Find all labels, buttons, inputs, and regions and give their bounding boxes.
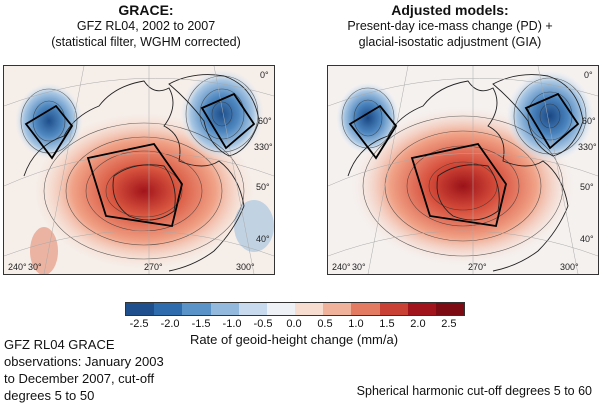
lat-label: 60° bbox=[582, 116, 596, 126]
colorbar-tick-label: -1.5 bbox=[191, 318, 211, 330]
adjusted-map-graphic bbox=[328, 66, 598, 274]
colorbar-tick-label: 2.5 bbox=[441, 318, 457, 330]
right-title-main: Adjusted models: bbox=[391, 2, 509, 18]
lat-label: 0° bbox=[584, 70, 593, 80]
colorbar-tick-label: 0.5 bbox=[317, 318, 333, 330]
lat-label: 40° bbox=[580, 234, 594, 244]
colorbar bbox=[125, 302, 465, 316]
lon-label: 240° bbox=[8, 262, 27, 272]
colorbar-tick-label: -0.5 bbox=[253, 318, 273, 330]
left-panel-title: GRACE: GFZ RL04, 2002 to 2007 (statistic… bbox=[0, 2, 292, 50]
lon-label: 300° bbox=[560, 262, 579, 272]
adjusted-models-map: 0° 60° 330° 50° 40° 240° 30° 270° 300° bbox=[327, 65, 599, 275]
left-subtitle-2: (statistical filter, WGHM corrected) bbox=[51, 35, 241, 49]
colorbar-swatch bbox=[182, 303, 211, 315]
colorbar-swatch bbox=[126, 303, 155, 315]
right-panel-title: Adjusted models: Present-day ice-mass ch… bbox=[300, 2, 600, 50]
lon-label: 300° bbox=[236, 262, 255, 272]
colorbar-swatch bbox=[295, 303, 324, 315]
lon-label: 30° bbox=[352, 262, 366, 272]
lon-label: 270° bbox=[468, 262, 487, 272]
right-subtitle-2: glacial-isostatic adjustment (GIA) bbox=[358, 35, 542, 49]
grace-map: 0° 60° 330° 50° 40° 240° 30° 270° 300° bbox=[3, 65, 275, 275]
right-subtitle-1: Present-day ice-mass change (PD) + bbox=[347, 19, 553, 33]
colorbar-swatch bbox=[238, 303, 267, 315]
colorbar-tick-label: -2.0 bbox=[160, 318, 180, 330]
lon-label: 30° bbox=[28, 262, 42, 272]
colorbar-swatch bbox=[351, 303, 380, 315]
lon-label: 270° bbox=[144, 262, 163, 272]
colorbar-tick-label: -1.0 bbox=[222, 318, 242, 330]
colorbar-swatch bbox=[435, 303, 465, 315]
colorbar-tick-label: 1.0 bbox=[348, 318, 364, 330]
lat-label: 50° bbox=[256, 182, 270, 192]
left-subtitle-1: GFZ RL04, 2002 to 2007 bbox=[76, 19, 216, 33]
colorbar-tick-label: -2.5 bbox=[129, 318, 149, 330]
lat-label: 40° bbox=[256, 234, 270, 244]
lat-label: 330° bbox=[254, 142, 273, 152]
colorbar-swatch bbox=[154, 303, 183, 315]
colorbar-swatch bbox=[379, 303, 408, 315]
lat-label: 60° bbox=[258, 116, 272, 126]
colorbar-label: Rate of geoid-height change (mm/a) bbox=[189, 332, 399, 347]
lat-label: 0° bbox=[260, 70, 269, 80]
grace-observation-note: GFZ RL04 GRACE observations: January 200… bbox=[4, 337, 164, 403]
lon-label: 240° bbox=[332, 262, 351, 272]
grace-map-graphic bbox=[4, 66, 274, 274]
colorbar-tick-label: 2.0 bbox=[410, 318, 426, 330]
colorbar-tick-label: 0.0 bbox=[286, 318, 302, 330]
colorbar-swatch bbox=[210, 303, 239, 315]
lat-label: 330° bbox=[578, 142, 597, 152]
cutoff-note: Spherical harmonic cut-off degrees 5 to … bbox=[356, 384, 592, 398]
colorbar-swatch bbox=[266, 303, 296, 315]
left-title-main: GRACE: bbox=[118, 2, 174, 18]
colorbar-swatch bbox=[323, 303, 352, 315]
colorbar-swatch bbox=[407, 303, 436, 315]
colorbar-tick-label: 1.5 bbox=[379, 318, 395, 330]
lat-label: 50° bbox=[580, 182, 594, 192]
